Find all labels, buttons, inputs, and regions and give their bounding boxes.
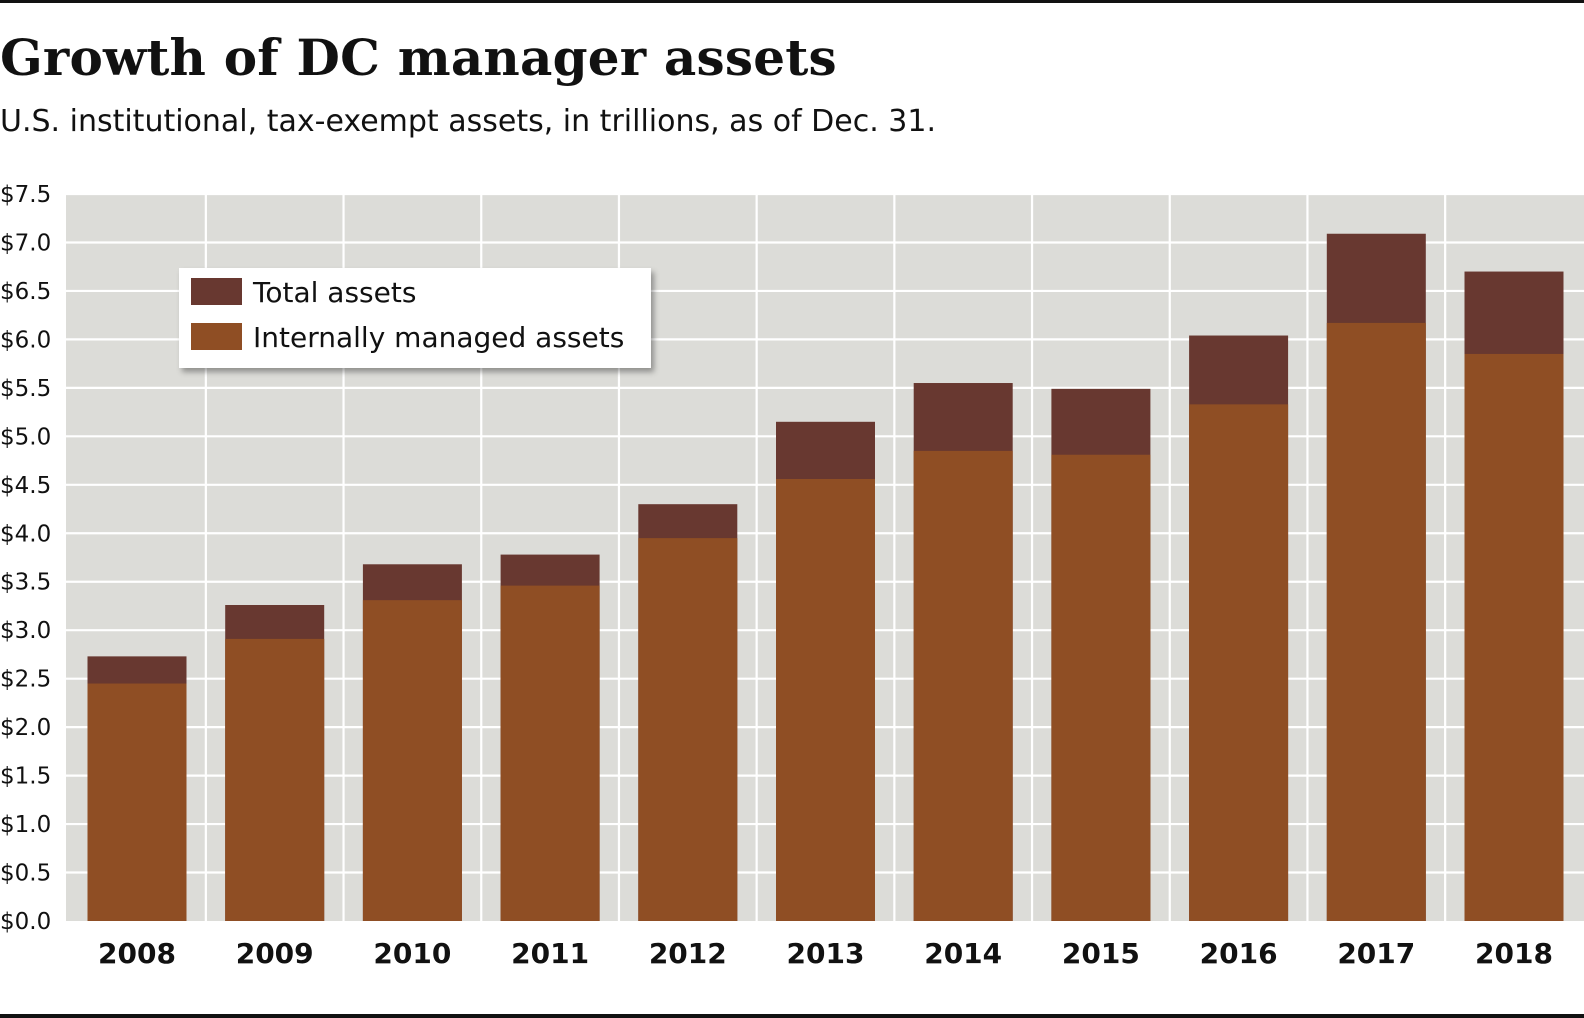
- x-tick-label: 2013: [787, 937, 865, 970]
- legend-label-total-assets: Total assets: [252, 276, 416, 309]
- bars: [87, 233, 1564, 922]
- y-tick-label: $4.5: [0, 473, 51, 499]
- top-rule: [0, 0, 1584, 3]
- x-tick-label: 2008: [98, 937, 176, 970]
- y-tick-label: $3.0: [0, 618, 51, 644]
- y-tick-label: $3.5: [0, 570, 51, 596]
- bar-internal-2016: [1189, 404, 1289, 921]
- legend: Total assets Internally managed assets: [179, 268, 651, 368]
- bar-internal-2009: [225, 638, 325, 921]
- bar-internal-2011: [500, 585, 600, 921]
- bar-internal-2014: [913, 450, 1013, 921]
- y-tick-label: $6.5: [0, 279, 51, 305]
- y-tick-label: $1.5: [0, 764, 51, 790]
- y-tick-label: $7.0: [0, 230, 51, 256]
- bar-internal-2010: [362, 600, 462, 921]
- y-tick-label: $7.5: [0, 182, 51, 208]
- chart-subtitle: U.S. institutional, tax-exempt assets, i…: [0, 104, 937, 139]
- bottom-rule: [0, 1014, 1584, 1018]
- bar-internal-2008: [87, 683, 187, 921]
- y-tick-label: $4.0: [0, 521, 51, 547]
- y-tick-label: $2.0: [0, 715, 51, 741]
- x-tick-label: 2015: [1062, 937, 1140, 970]
- y-tick-label: $0.5: [0, 861, 51, 887]
- x-tick-label: 2016: [1200, 937, 1278, 970]
- bar-internal-2012: [638, 538, 738, 921]
- x-tick-label: 2014: [924, 937, 1002, 970]
- x-tick-label: 2018: [1475, 937, 1553, 970]
- bar-internal-2013: [776, 478, 875, 921]
- y-tick-label: $1.0: [0, 812, 51, 838]
- y-tick-label: $5.0: [0, 424, 51, 450]
- y-tick-label: $6.0: [0, 327, 51, 353]
- y-tick-label: $5.5: [0, 376, 51, 402]
- legend-swatch-total-assets: [191, 278, 242, 305]
- x-tick-label: 2012: [649, 937, 727, 970]
- x-tick-label: 2011: [511, 937, 589, 970]
- bar-internal-2017: [1326, 322, 1426, 921]
- y-tick-label: $2.5: [0, 667, 51, 693]
- legend-box: [179, 268, 651, 368]
- chart-title: Growth of DC manager assets: [0, 28, 837, 87]
- legend-swatch-internally-managed: [191, 323, 242, 350]
- x-tick-label: 2010: [373, 937, 451, 970]
- y-tick-label: $0.0: [0, 909, 51, 935]
- x-axis: 2008 2009 2010 2011 2012 2013 2014 2015 2016 2017…: [98, 937, 1553, 970]
- legend-label-internally-managed: Internally managed assets: [253, 321, 624, 354]
- y-axis: $0.0 $0.5 $1.0 $1.5 $2.0 $2.5 $3.0 $3.5 $4.0 $4.5…: [0, 182, 51, 935]
- bar-internal-2018: [1464, 353, 1564, 921]
- x-tick-label: 2017: [1337, 937, 1415, 970]
- bar-internal-2015: [1051, 454, 1151, 921]
- x-tick-label: 2009: [236, 937, 314, 970]
